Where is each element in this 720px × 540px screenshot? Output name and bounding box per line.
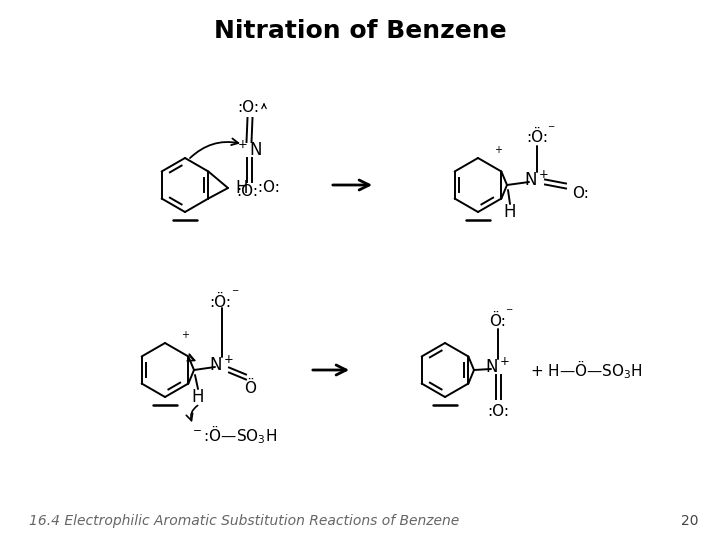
Text: :Ö:: :Ö: — [526, 130, 548, 145]
Text: N$^+$: N$^+$ — [210, 355, 235, 375]
Text: H: H — [235, 179, 248, 197]
Text: $^+$N: $^+$N — [235, 140, 263, 160]
Text: N$^+$: N$^+$ — [524, 170, 549, 190]
Text: Ö: Ö — [244, 381, 256, 395]
Text: $^-$: $^-$ — [546, 124, 556, 137]
Text: $^+$: $^+$ — [492, 145, 503, 159]
Text: 16.4 Electrophilic Aromatic Substitution Reactions of Benzene: 16.4 Electrophilic Aromatic Substitution… — [29, 514, 459, 528]
Text: H: H — [504, 203, 516, 221]
Text: :Ö:: :Ö: — [209, 294, 231, 309]
Text: H: H — [192, 388, 204, 406]
Text: 20: 20 — [681, 514, 698, 528]
Text: Ö:: Ö: — [490, 314, 506, 328]
Text: :O:: :O: — [487, 403, 509, 418]
Text: Nitration of Benzene: Nitration of Benzene — [214, 19, 506, 43]
Text: :O:: :O: — [236, 185, 258, 199]
Text: :O:: :O: — [253, 180, 280, 195]
Text: + H—Ö—SO$_3$H: + H—Ö—SO$_3$H — [530, 359, 643, 381]
Text: O:: O: — [572, 186, 589, 200]
Text: $^-$: $^-$ — [504, 307, 514, 320]
Text: $^-$: $^-$ — [230, 287, 240, 300]
Text: :O:: :O: — [237, 100, 259, 116]
Text: $^-$:Ö—SO$_3$H: $^-$:Ö—SO$_3$H — [190, 424, 277, 447]
Text: N$^+$: N$^+$ — [485, 357, 510, 377]
Text: $^+$: $^+$ — [179, 330, 191, 344]
